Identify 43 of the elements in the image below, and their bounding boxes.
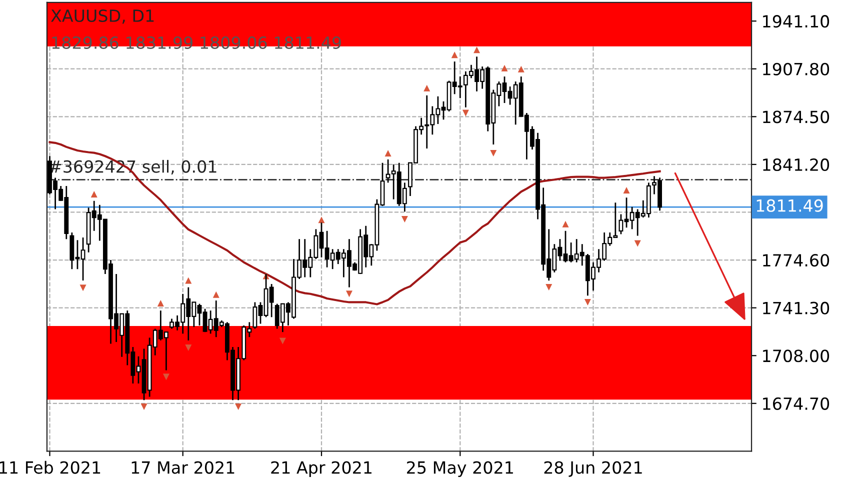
- y-tick-label: 1708.00: [763, 350, 830, 362]
- y-tick-label: 1874.50: [763, 110, 830, 124]
- chart-title: XAUUSD, D1: [50, 9, 154, 24]
- x-tick-label: 28 Jun 2021: [544, 461, 642, 477]
- x-tick-label: 11 Feb 2021: [0, 460, 100, 474]
- y-tick-label: 1941.10: [763, 15, 830, 28]
- point: [584, 298, 591, 306]
- point: [562, 220, 569, 228]
- y-tick-label: 1741.30: [763, 302, 830, 314]
- point: [401, 216, 408, 223]
- point: [451, 52, 458, 58]
- point: [474, 46, 480, 54]
- point: [384, 150, 392, 156]
- point: [462, 110, 469, 116]
- line-series: [48, 141, 661, 306]
- point: [185, 277, 192, 284]
- text: 1829.86 1831.99 1809.06 1811.49: [52, 36, 341, 49]
- point: [346, 290, 352, 298]
- point: [501, 64, 508, 72]
- point: [80, 284, 86, 292]
- y-tick-label: 1774.60: [763, 254, 830, 267]
- y-tick-label: 1841.20: [763, 158, 830, 172]
- point: [185, 344, 192, 351]
- x-tick-label: 25 May 2021: [407, 461, 513, 478]
- point: [318, 216, 325, 224]
- y-tick-label: 1674.70: [763, 397, 830, 410]
- point: [490, 150, 497, 156]
- y-tick-label: 1907.80: [763, 62, 830, 76]
- point: [424, 84, 430, 92]
- point: [162, 374, 170, 380]
- point: [90, 191, 98, 198]
- point: [212, 291, 220, 298]
- point: [279, 338, 286, 344]
- ref-line-label: 1811.49: [756, 199, 823, 212]
- point: [634, 240, 641, 247]
- point: [623, 187, 630, 194]
- x-tick-label: 21 Apr 2021: [271, 461, 372, 478]
- point: [546, 284, 552, 291]
- point: [518, 66, 524, 72]
- point: [235, 403, 242, 410]
- point: [157, 300, 164, 306]
- point: [140, 403, 148, 410]
- x-tick-label: 17 Mar 2021: [132, 461, 234, 474]
